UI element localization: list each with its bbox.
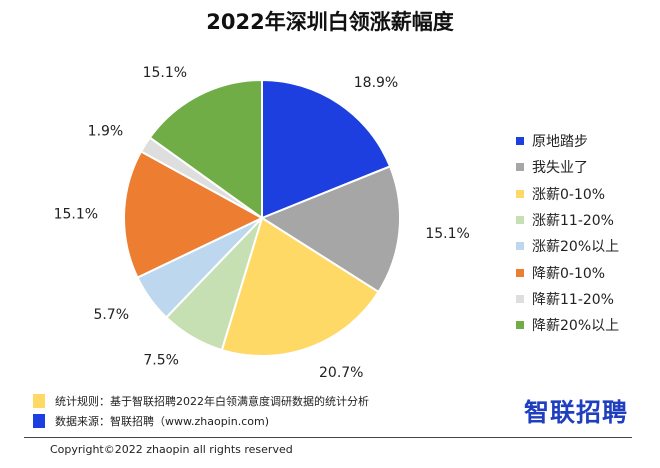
legend-swatch	[516, 216, 524, 225]
legend-item: 我失业了	[516, 154, 619, 180]
legend-label: 降薪0-10%	[532, 265, 606, 282]
source-note-text: 数据来源：智联招聘（www.zhaopin.com)	[55, 415, 269, 428]
legend: 原地踏步我失业了涨薪0-10% 涨薪11-20% 涨薪20%以上 降薪0-10% 降薪1…	[516, 128, 619, 338]
legend-label: 降薪11-20%	[532, 291, 614, 308]
pie-chart: 18.9% 15.1% 20.7% 7.5% 5.7% 15.1% 1.9% 15.1%	[54, 65, 470, 381]
data-label: 18.9%	[354, 75, 398, 91]
legend-item: 降薪0-10%	[516, 259, 619, 285]
legend-item: 涨薪0-10%	[516, 181, 619, 207]
legend-item: 涨薪20%以上	[516, 233, 619, 259]
zhaopin-logo: 智联招聘	[524, 398, 629, 427]
legend-swatch	[516, 137, 524, 146]
legend-swatch	[516, 294, 524, 303]
legend-label: 涨薪11-20%	[532, 213, 614, 230]
data-label: 7.5%	[143, 352, 179, 368]
legend-swatch	[516, 242, 524, 251]
legend-swatch	[516, 321, 524, 330]
source-note: 数据来源：智联招聘（www.zhaopin.com)	[33, 413, 269, 429]
pie-slice	[220, 216, 380, 357]
legend-label: 涨薪20%以上	[532, 239, 620, 256]
legend-swatch	[516, 268, 524, 277]
legend-label: 原地踏步	[532, 134, 588, 151]
legend-swatch	[516, 163, 524, 172]
legend-swatch	[516, 189, 524, 198]
chart-title: 2022年深圳白领涨薪幅度	[206, 10, 454, 34]
copyright: Copyright©2022 zhaopin all rights reserv…	[50, 443, 293, 456]
data-label: 1.9%	[88, 124, 124, 140]
data-label: 5.7%	[93, 307, 129, 323]
data-label: 15.1%	[425, 226, 469, 242]
data-label: 15.1%	[143, 65, 187, 81]
legend-item: 降薪20%以上	[516, 312, 619, 338]
legend-label: 降薪20%以上	[532, 318, 620, 335]
pie-slice	[259, 165, 401, 294]
data-label: 20.7%	[319, 365, 363, 381]
data-label: 15.1%	[54, 206, 98, 222]
rule-note: 统计规则：基于智联招聘2022年白领满意度调研数据的统计分析	[33, 393, 369, 409]
pie-slice	[261, 78, 392, 220]
divider	[24, 437, 632, 438]
source-swatch	[33, 414, 45, 428]
legend-label: 我失业了	[532, 160, 588, 177]
legend-label: 涨薪0-10%	[532, 186, 606, 203]
rule-swatch	[33, 394, 45, 408]
legend-item: 涨薪11-20%	[516, 207, 619, 233]
pie-slice	[148, 78, 263, 220]
rule-note-text: 统计规则：基于智联招聘2022年白领满意度调研数据的统计分析	[55, 395, 369, 408]
legend-item: 降薪11-20%	[516, 286, 619, 312]
legend-item: 原地踏步	[516, 128, 619, 154]
pie-slice	[123, 150, 265, 279]
